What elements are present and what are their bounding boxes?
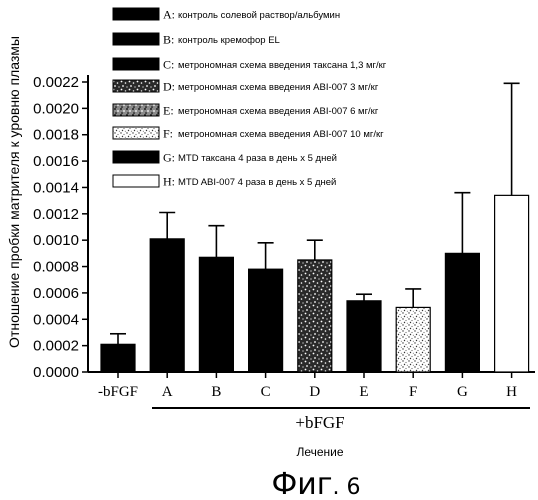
- x-tick-label: A: [162, 384, 173, 400]
- bar: [495, 195, 529, 372]
- y-tick-label: 0.0022: [33, 74, 79, 91]
- legend-swatch: [113, 127, 159, 139]
- y-tick-label: 0.0000: [33, 364, 79, 381]
- y-tick-label: 0.0002: [33, 338, 79, 355]
- bar: [249, 269, 283, 372]
- legend-swatch: [113, 58, 159, 70]
- legend-label: контроль солевой раствор/альбумин: [178, 10, 340, 21]
- legend-label: метрономная схема введения ABI-007 3 мг/…: [178, 82, 379, 93]
- legend-label: MTD таксана 4 раза в день х 5 дней: [178, 153, 337, 164]
- y-tick-label: 0.0014: [33, 179, 79, 196]
- legend-swatch: [113, 175, 159, 187]
- x-tick-label: -bFGF: [98, 384, 138, 400]
- y-axis-label: Отношение пробки матрителя к уровню плаз…: [6, 36, 22, 348]
- legend-swatch: [113, 151, 159, 163]
- y-tick-label: 0.0012: [33, 206, 79, 223]
- legend-letter: D:: [163, 80, 175, 94]
- x-tick-label: F: [409, 384, 417, 400]
- group-label: +bFGF: [295, 413, 344, 432]
- legend-swatch: [113, 80, 159, 92]
- x-tick-label: E: [359, 384, 368, 400]
- legend-swatch: [113, 104, 159, 116]
- bar: [101, 344, 135, 372]
- legend-letter: H:: [163, 175, 175, 189]
- x-tick-label: D: [309, 384, 320, 400]
- legend-swatch: [113, 8, 159, 20]
- y-tick-label: 0.0004: [33, 311, 79, 328]
- legend-letter: E:: [163, 104, 174, 118]
- caption-number: . 6: [333, 475, 361, 500]
- y-tick-label: 0.0010: [33, 232, 79, 249]
- bar: [199, 257, 233, 372]
- legend-letter: A:: [163, 8, 175, 22]
- legend-label: метрономная схема введения ABI-007 10 мг…: [178, 129, 384, 140]
- y-tick-label: 0.0006: [33, 285, 79, 302]
- figure-caption: Фиг. 6: [271, 467, 360, 500]
- legend-letter: F:: [163, 127, 173, 141]
- bar: [396, 307, 430, 372]
- y-tick-label: 0.0016: [33, 153, 79, 170]
- legend-label: MTD ABI-007 4 раза в день х 5 дней: [178, 177, 336, 188]
- x-tick-label: B: [211, 384, 221, 400]
- legend-letter: C:: [163, 58, 174, 72]
- legend-letter: G:: [163, 151, 175, 165]
- bar: [150, 239, 184, 372]
- legend-label: контроль кремофор EL: [178, 35, 280, 46]
- y-tick-label: 0.0020: [33, 100, 79, 117]
- y-tick-label: 0.0008: [33, 259, 79, 276]
- x-tick-label: H: [506, 384, 517, 400]
- legend-label: метрономная схема введения ABI-007 6 мг/…: [178, 106, 379, 117]
- legend-swatch: [113, 33, 159, 45]
- bar: [298, 260, 332, 372]
- y-tick-label: 0.0018: [33, 127, 79, 144]
- x-tick-label: C: [261, 384, 271, 400]
- caption-word: Фиг: [271, 467, 332, 500]
- x-tick-label: G: [457, 384, 468, 400]
- legend-label: метрономная схема введения таксана 1,3 м…: [178, 60, 387, 71]
- bar: [445, 253, 479, 372]
- bar: [347, 301, 381, 372]
- legend-letter: B:: [163, 33, 174, 47]
- x-axis-label: Лечение: [296, 445, 343, 459]
